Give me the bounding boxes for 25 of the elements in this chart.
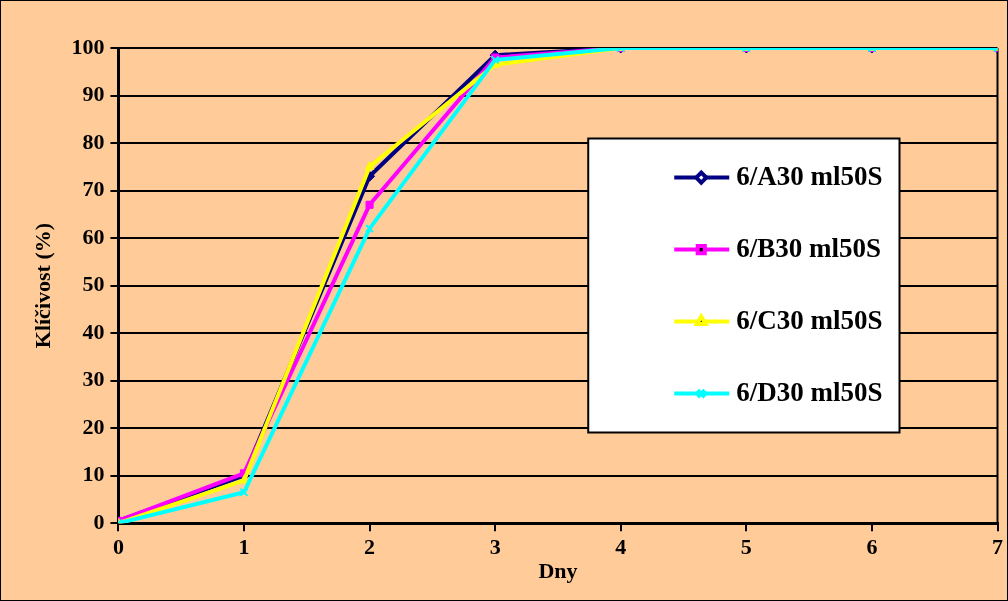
y-tick-label: 60 <box>82 223 105 249</box>
y-tick-label: 20 <box>82 413 105 439</box>
x-tick-label: 4 <box>615 534 627 560</box>
x-tick-label: 0 <box>112 534 124 560</box>
y-tick-label: 10 <box>82 461 105 487</box>
y-tick-label: 100 <box>71 33 105 59</box>
y-tick-label: 40 <box>82 318 105 344</box>
x-tick-label: 1 <box>238 534 250 560</box>
y-tick-label: 30 <box>82 366 105 392</box>
legend-label: 6/D30 ml50S <box>736 376 883 407</box>
legend-label: 6/C30 ml50S <box>736 304 883 335</box>
legend-label: 6/B30 ml50S <box>736 232 882 263</box>
x-tick-label: 6 <box>866 534 878 560</box>
x-tick-label: 7 <box>992 534 1003 560</box>
y-tick-label: 90 <box>82 81 105 107</box>
y-axis-title: Klíčivost (%) <box>29 222 55 349</box>
y-tick-label: 0 <box>93 508 105 534</box>
legend-label: 6/A30 ml50S <box>736 160 883 191</box>
y-tick-label: 70 <box>82 176 105 202</box>
x-tick-label: 2 <box>364 534 376 560</box>
y-tick-label: 50 <box>82 271 105 297</box>
y-tick-label: 80 <box>82 128 105 154</box>
x-tick-label: 5 <box>740 534 752 560</box>
x-axis-title: Dny <box>538 558 578 584</box>
x-tick-label: 3 <box>489 534 501 560</box>
